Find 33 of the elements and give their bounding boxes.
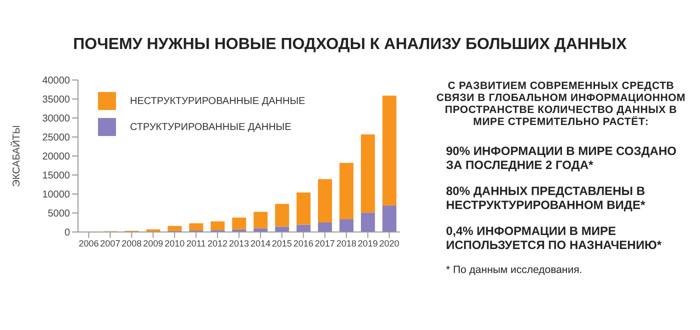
legend-label: СТРУКТУРИРОВАННЫЕ ДАННЫЕ xyxy=(130,122,292,132)
y-tick-label: 25000 xyxy=(42,132,70,144)
x-tick-label: 2017 xyxy=(314,238,335,248)
text: * По данным исследования. xyxy=(446,264,584,276)
chart-title: ПОЧЕМУ НУЖНЫ НОВЫЕ ПОДХОДЫ К АНАЛИЗУ БОЛЬШИХ ДАННЫХ xyxy=(72,36,628,54)
x-tick-label: 2013 xyxy=(228,238,250,248)
x-tick-label: 2020 xyxy=(379,238,400,248)
x-tick-label: 2007 xyxy=(100,238,120,248)
legend-label: НЕСТРУКТУРИРОВАННЫЕ ДАННЫЕ xyxy=(130,96,306,106)
x-tick-label: 2006 xyxy=(78,238,99,248)
y-tick-label: 30000 xyxy=(42,114,70,125)
x-tick-label: 2011 xyxy=(186,238,206,248)
x-tick-label: 2019 xyxy=(358,238,378,248)
text: 90% ИНФОРМАЦИИ В МИРЕ СОЗДАНО ЗА ПОСЛЕДНИЕ 2 ГОДА* xyxy=(446,144,678,172)
x-tick-label: 2009 xyxy=(143,238,164,248)
y-tick-label: 20000 xyxy=(42,152,70,163)
y-tick-label: 0 xyxy=(64,228,70,239)
y-tick-label: 40000 xyxy=(42,76,70,87)
y-tick-label: 5000 xyxy=(48,208,70,220)
y-tick-label: 35000 xyxy=(42,94,70,106)
y-tick-label: 10000 xyxy=(42,190,70,201)
x-tick-label: 2014 xyxy=(250,238,270,248)
x-tick-label: 2016 xyxy=(293,238,314,248)
y-axis-title: ЭКСАБАЙТЫ xyxy=(10,124,23,187)
x-tick-label: 2018 xyxy=(336,238,356,248)
text: 80% ДАННЫХ ПРЕДСТАВЛЕНЫ В НЕСТРУКТУРИРОВАННОМ ВИДЕ* xyxy=(446,184,646,212)
text: 0,4% ИНФОРМАЦИИ В МИРЕ ИСПОЛЬЗУЕТСЯ ПО НАЗНАЧЕНИЮ* xyxy=(446,224,663,252)
y-tick-label: 15000 xyxy=(42,170,70,182)
text: С РАЗВИТИЕМ СОВРЕМЕННЫХ СРЕДСТВ СВЯЗИ В ГЛОБАЛЬНОМ ИНФОРМАЦИОННОМ ПРОСТРАНСТВЕ КОЛИЧЕСТВО ДАННЫХ В МИРЕ СТРЕМИТЕЛЬНО РАСТЁТ: xyxy=(436,80,686,128)
x-tick-label: 2008 xyxy=(122,238,142,248)
x-tick-label: 2010 xyxy=(164,238,185,248)
x-tick-label: 2012 xyxy=(208,238,228,248)
x-tick-label: 2015 xyxy=(272,238,292,248)
